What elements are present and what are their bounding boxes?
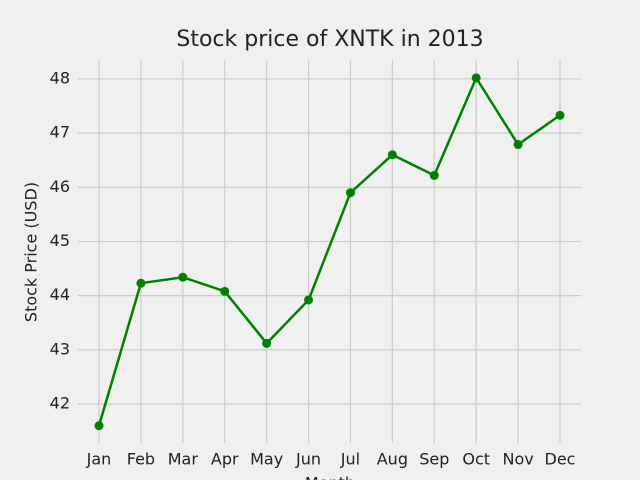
x-axis-label: Month [305, 474, 355, 480]
x-tick-label: Nov [502, 450, 533, 469]
x-tick-label: May [250, 450, 283, 469]
x-tick-label: Oct [462, 450, 490, 469]
y-tick-label: 47 [50, 123, 70, 142]
point [94, 421, 104, 431]
x-tick-label: Jan [86, 450, 112, 469]
line [97, 75, 561, 427]
point [387, 150, 397, 160]
x-tick-label: Apr [211, 450, 239, 469]
point [178, 272, 188, 282]
point [429, 170, 439, 180]
x-tick-label: Aug [377, 450, 408, 469]
y-tick-label: 48 [50, 68, 70, 87]
x-tick-label: Jul [340, 450, 360, 469]
point [345, 188, 355, 198]
point [220, 286, 230, 296]
x-tick-label: Feb [127, 450, 155, 469]
y-tick-label: 46 [50, 177, 70, 196]
y-tick-label: 43 [50, 339, 70, 358]
x-tick-label: Jun [295, 450, 321, 469]
y-tick-label: 42 [50, 393, 70, 412]
point [262, 338, 272, 348]
chart-title: Stock price of XNTK in 2013 [176, 27, 483, 52]
x-tick-label: Sep [419, 450, 449, 469]
x-tick-label: Mar [168, 450, 199, 469]
point [555, 110, 565, 120]
y-tick-label: 45 [50, 231, 70, 250]
y-axis-label: Stock Price (USD) [22, 182, 41, 322]
point [471, 73, 481, 83]
point [136, 278, 146, 288]
point [513, 140, 523, 150]
y-tick-label: 44 [50, 285, 70, 304]
point [304, 295, 314, 305]
x-tick-label: Dec [545, 450, 576, 469]
